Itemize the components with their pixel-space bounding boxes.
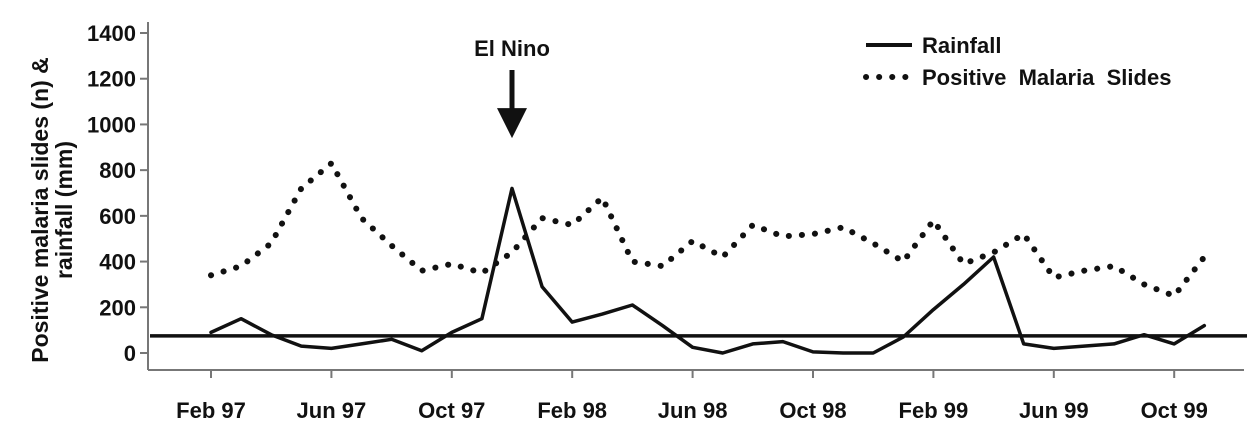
y-axis-label-line1: Positive malaria slides (n) & (27, 57, 53, 363)
x-tick-label: Feb 99 (899, 398, 969, 422)
annotation-arrow-head (497, 108, 527, 139)
series-layer (208, 160, 1208, 355)
x-tick-label: Jun 99 (1019, 398, 1089, 422)
x-tick-label: Oct 98 (779, 398, 846, 422)
y-tick-label: 0 (124, 341, 136, 366)
y-tick-label: 200 (99, 295, 136, 320)
legend-label: Positive Malaria Slides (922, 65, 1171, 90)
y-axis-label-line2: rainfall (mm) (51, 141, 77, 279)
x-tick-label: Jun 97 (297, 398, 367, 422)
malaria-slides-line (208, 160, 1208, 299)
y-tick-label: 1400 (87, 21, 136, 46)
x-tick-label: Oct 97 (418, 398, 485, 422)
y-tick-label: 600 (99, 204, 136, 229)
y-axis-ticks: 0 200 400 600 800 1000 1200 1400 (87, 21, 148, 366)
x-tick-label: Oct 99 (1141, 398, 1208, 422)
legend-label: Rainfall (922, 33, 1001, 58)
y-tick-label: 800 (99, 158, 136, 183)
rainfall-line (209, 186, 1207, 355)
legend: Rainfall Positive Malaria Slides (863, 33, 1171, 90)
annotation-layer: El Nino (474, 36, 550, 139)
annotation-label: El Nino (474, 36, 550, 61)
x-tick-label: Feb 98 (537, 398, 607, 422)
y-tick-label: 400 (99, 250, 136, 275)
x-tick-label: Jun 98 (658, 398, 728, 422)
y-axis-label: Positive malaria slides (n) & rainfall (… (27, 57, 77, 363)
y-tick-label: 1200 (87, 67, 136, 92)
y-tick-label: 1000 (87, 112, 136, 137)
x-axis-ticks: Feb 97 Jun 97 Oct 97 Feb 98 Jun 98 Oct 98 Feb … (176, 370, 1208, 422)
x-tick-label: Feb 97 (176, 398, 246, 422)
